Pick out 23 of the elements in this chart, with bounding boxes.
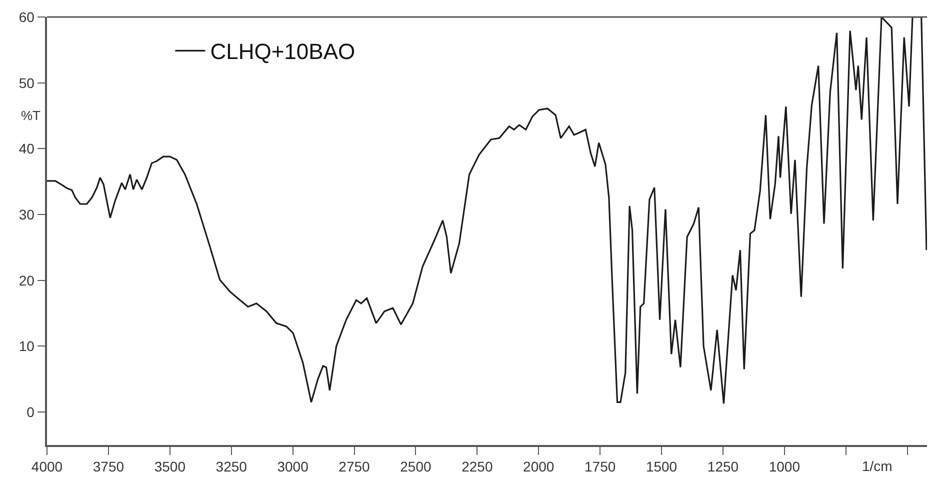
legend-label: CLHQ+10BAO <box>210 39 356 64</box>
y-tick-label: 10 <box>18 338 35 354</box>
y-tick-label: 30 <box>18 206 35 222</box>
x-tick-label: 2750 <box>338 458 370 475</box>
x-tick-label: 3000 <box>277 458 309 475</box>
x-axis-title: 1/cm <box>862 458 892 474</box>
x-tick-label: 2000 <box>523 458 554 475</box>
y-tick-label: 50 <box>18 74 35 91</box>
y-tick-label: 0 <box>26 404 35 420</box>
x-tick-label: 4000 <box>31 458 63 475</box>
x-tick-label: 1250 <box>707 458 739 475</box>
x-tick-label: 3250 <box>216 458 248 475</box>
x-tick-label: 1000 <box>768 458 800 475</box>
x-tick-label: 3500 <box>154 458 186 475</box>
x-tick-label: 2500 <box>400 458 432 475</box>
x-tick-label: 1750 <box>584 458 616 475</box>
x-tick-label: 1500 <box>646 458 678 475</box>
y-tick-label: 40 <box>18 140 35 157</box>
y-tick-label: 60 <box>18 8 35 25</box>
x-tick-label: 3750 <box>92 458 124 475</box>
y-tick-label: 20 <box>18 272 35 288</box>
y-axis-title: %T <box>21 108 41 123</box>
x-tick-label: 2250 <box>462 458 493 475</box>
